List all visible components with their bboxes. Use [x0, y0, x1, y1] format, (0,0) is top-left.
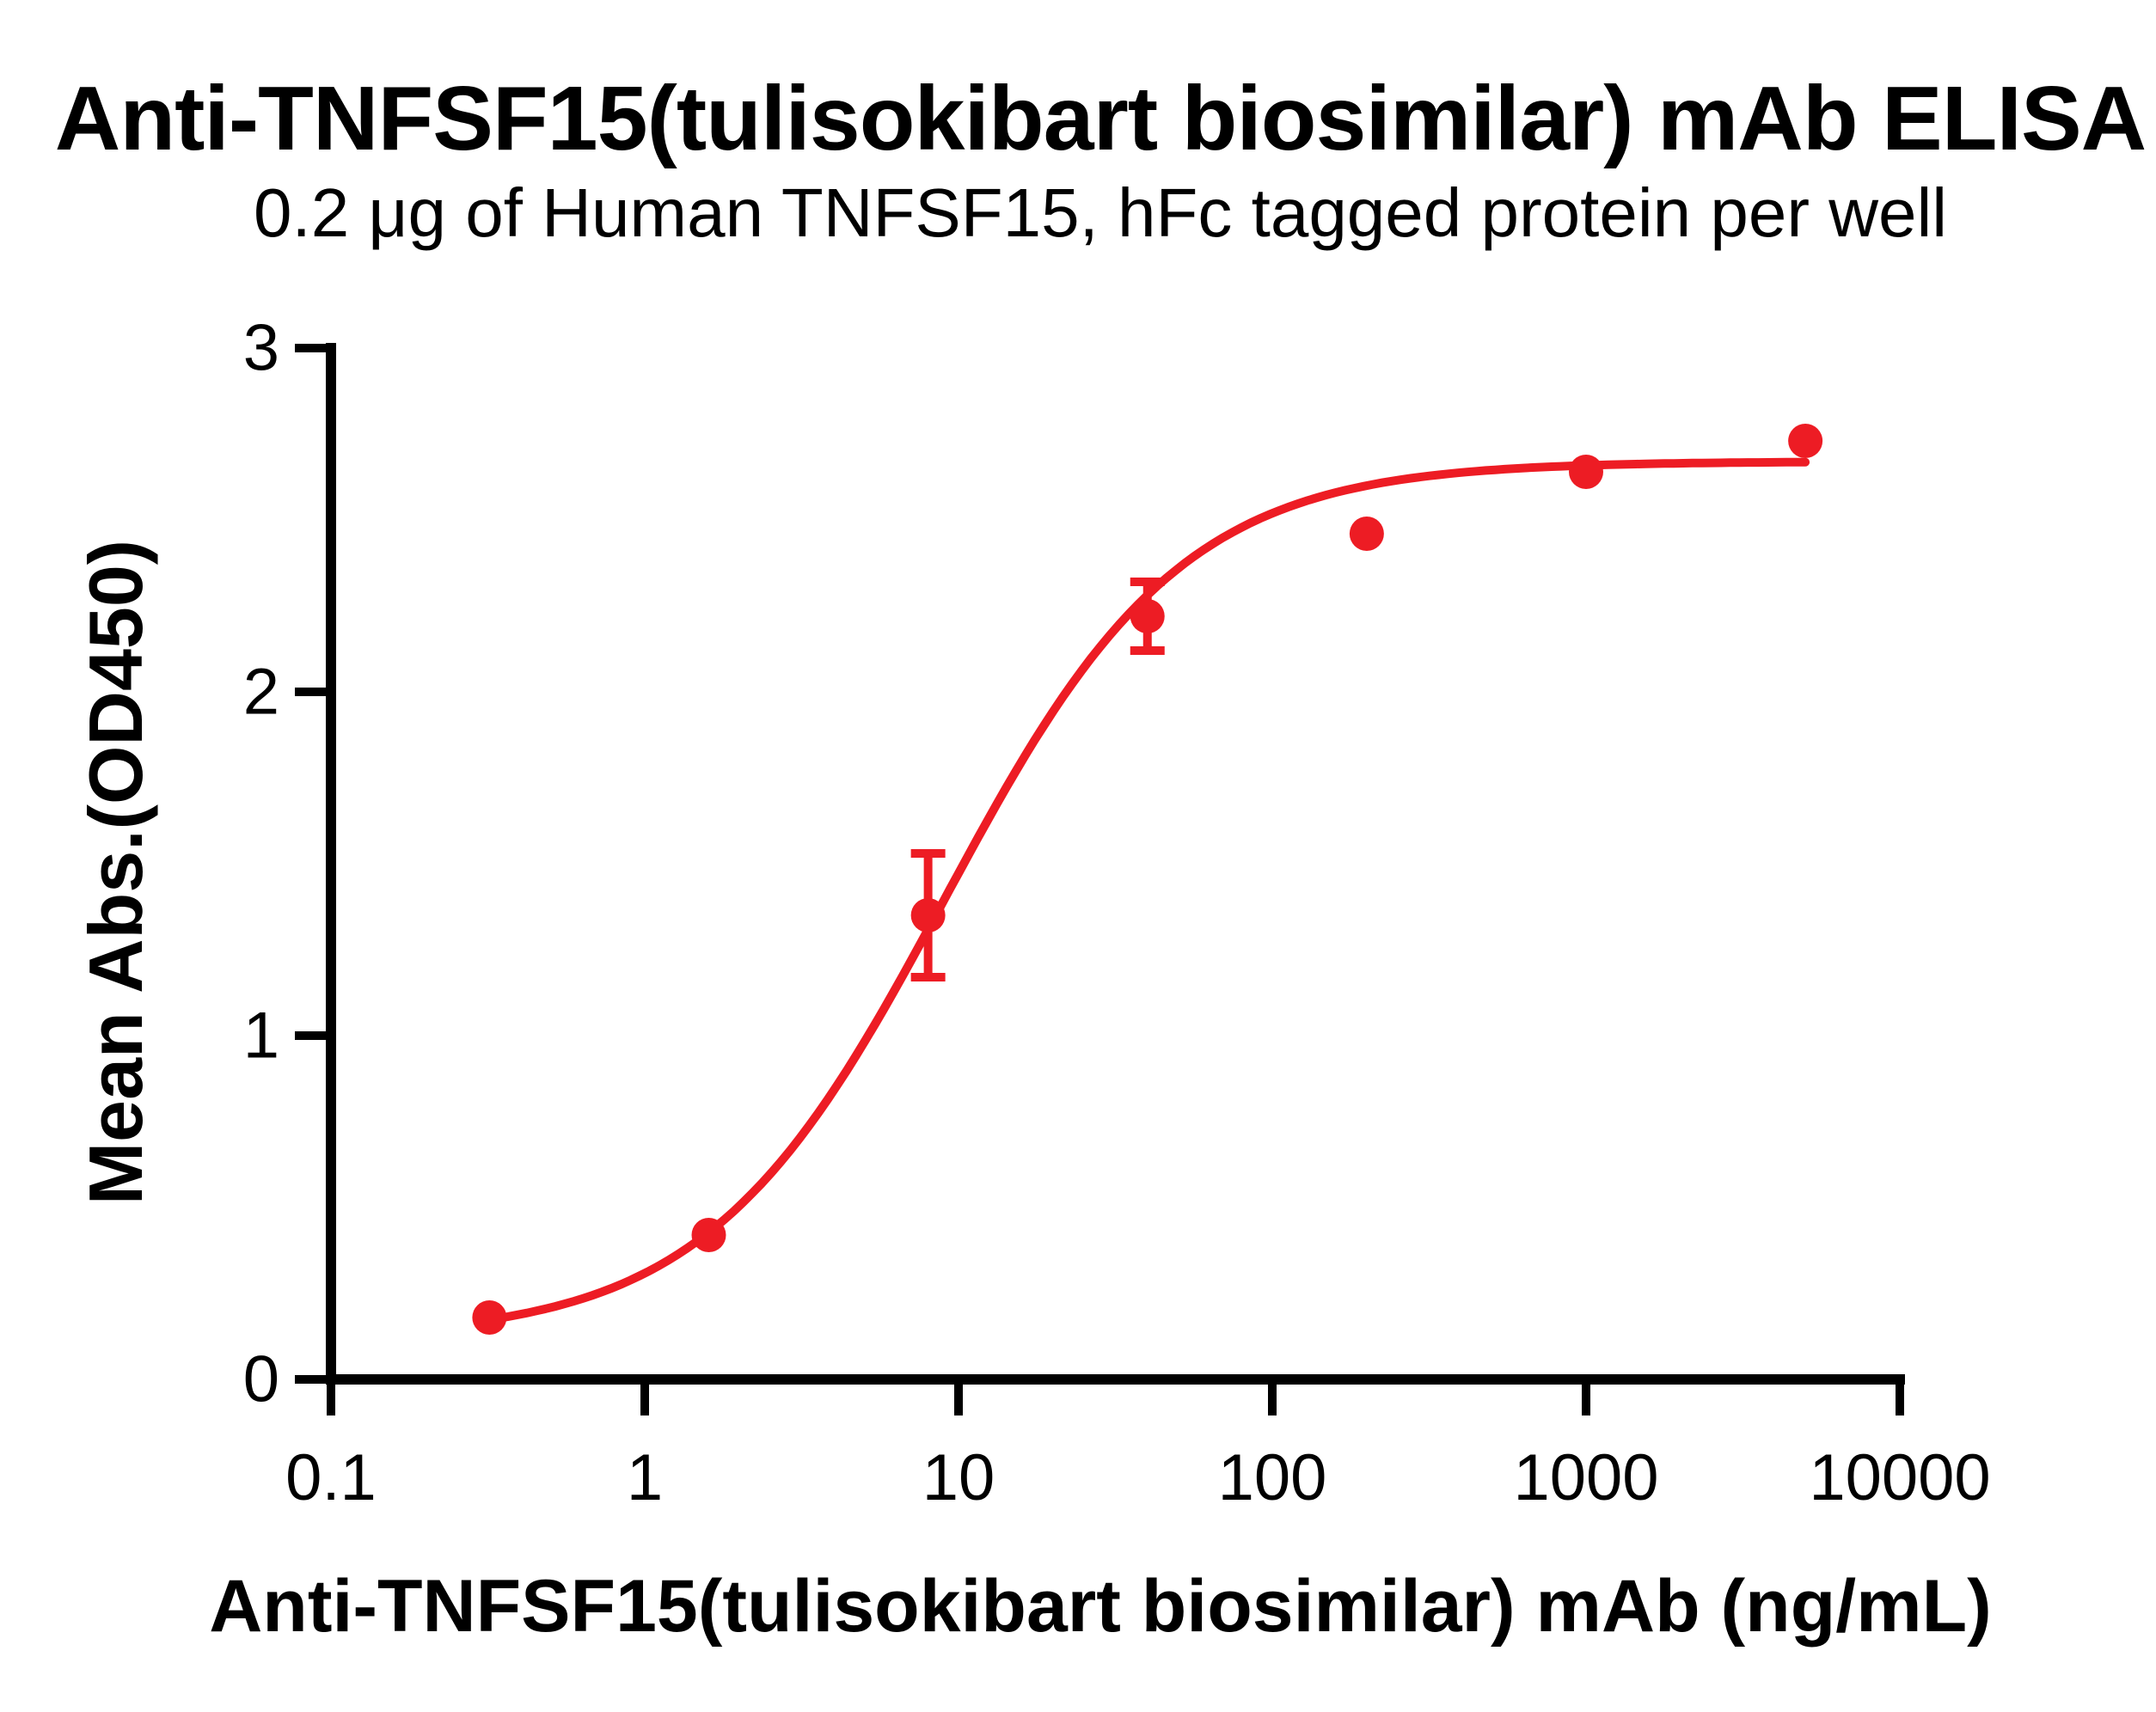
y-tick-label: 3	[243, 312, 279, 385]
data-point	[691, 1218, 726, 1252]
data-point	[910, 898, 946, 932]
data-point	[1130, 599, 1165, 633]
chart-subtitle: 0.2 μg of Human TNFSF15, hFc tagged prot…	[253, 174, 1948, 251]
x-tick-label: 100	[1218, 1441, 1327, 1514]
y-tick-label: 2	[243, 656, 279, 729]
x-tick-label: 10	[922, 1441, 995, 1514]
x-tick-label: 1000	[1513, 1441, 1658, 1514]
data-point	[1788, 424, 1823, 458]
x-tick-label: 10000	[1809, 1441, 1990, 1514]
data-point	[1349, 517, 1384, 551]
x-tick-label: 1	[627, 1441, 663, 1514]
y-tick-label: 0	[243, 1343, 279, 1416]
y-tick-label: 1	[243, 1000, 279, 1073]
x-tick-label: 0.1	[285, 1441, 377, 1514]
chart-title: Anti-TNFSF15(tulisokibart biosimilar) mA…	[54, 68, 2147, 169]
x-axis-title: Anti-TNFSF15(tulisokibart biosimilar) mA…	[209, 1565, 1992, 1648]
data-point	[1569, 455, 1603, 489]
data-point	[472, 1300, 507, 1335]
